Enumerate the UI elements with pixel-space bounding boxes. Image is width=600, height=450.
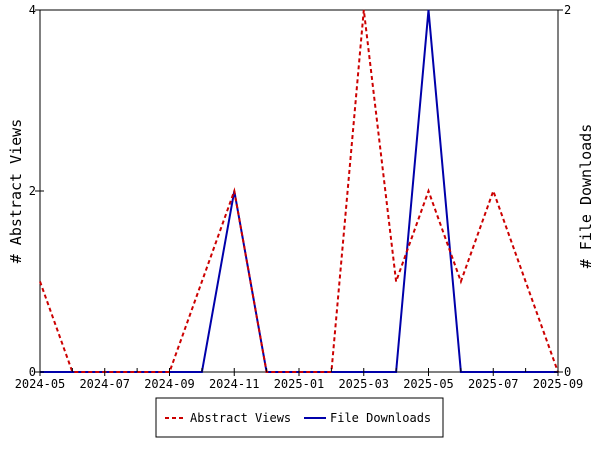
legend-box	[155, 397, 444, 438]
series-line-file-downloads	[40, 9, 558, 373]
x-tick-label: 2025-09	[533, 377, 584, 391]
x-tick-label: 2025-05	[403, 377, 454, 391]
x-tick-label: 2025-07	[468, 377, 519, 391]
y-right-tick-label: 2	[564, 3, 571, 17]
y-left-tick-label: 2	[29, 184, 36, 198]
plot-area	[39, 9, 559, 373]
legend: Abstract Views File Downloads	[155, 397, 444, 438]
series-line-abstract-views	[39, 9, 559, 373]
x-tick-label: 2024-07	[79, 377, 130, 391]
x-tick-label: 2025-03	[338, 377, 389, 391]
y-right-tick-label: 0	[564, 365, 571, 379]
x-tick-label: 2024-09	[144, 377, 195, 391]
y-axis-right: 02	[554, 3, 571, 379]
x-axis: 2024-05 2024-07 2024-09 2024-11 2025-01 2025-…	[15, 368, 584, 391]
legend-label-abstract-views: Abstract Views	[190, 411, 291, 425]
x-tick-label: 2025-01	[274, 377, 325, 391]
legend-label-file-downloads: File Downloads	[330, 411, 431, 425]
y-left-tick-label: 0	[29, 365, 36, 379]
y-left-tick-label: 4	[29, 3, 36, 17]
y-axis-left: 0 2 4	[29, 3, 44, 379]
y-axis-left-title: # Abstract Views	[7, 119, 25, 264]
x-tick-label: 2024-05	[15, 377, 66, 391]
x-tick-label: 2024-11	[209, 377, 260, 391]
y-axis-right-title: # File Downloads	[577, 124, 595, 269]
plot-frame	[39, 9, 559, 373]
